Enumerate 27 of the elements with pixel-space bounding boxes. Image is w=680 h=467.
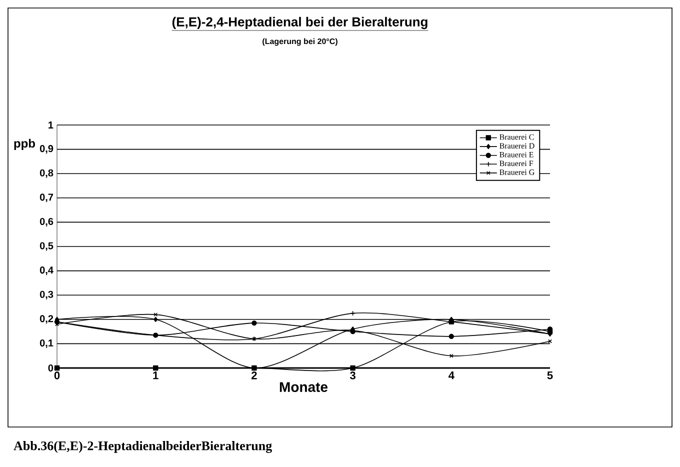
y-tick-label: 0,6 [40,218,54,226]
x-tick-label: 1 [153,372,158,380]
y-tick-label: 0,4 [40,266,54,276]
chart-title: (E,E)-2,4-Heptadienal bei der Bieralterung [172,16,428,30]
y-tick-label: 0,8 [40,169,54,178]
y-tick-label: 0,9 [40,145,54,154]
legend-label: Brauerei E [500,152,534,158]
y-axis-title: ppb [14,138,35,150]
legend-label: Brauerei C [500,134,534,140]
legend-label: Brauerei G [500,170,534,175]
chart-subtitle: (Lagerung bei 20°C) [262,38,338,46]
caption: Abb.36(E,E)-2-HeptadienalbeiderBieralterung [14,441,272,453]
y-tick-label: 0,2 [40,315,54,324]
legend-label: Brauerei F [500,160,534,166]
x-tick-label: 4 [448,372,454,380]
y-tick-label: 0 [48,364,54,372]
y-tick-label: 0,7 [40,194,54,202]
y-tick-label: 0,5 [40,242,54,251]
x-tick-label: 2 [252,372,257,380]
x-tick-label: 5 [547,372,553,380]
y-tick-label: 0,1 [40,339,54,348]
x-axis-title: Monate [280,382,328,392]
y-tick-label: 1 [48,122,54,128]
x-tick-label: 0 [54,372,60,380]
y-tick-label: 0,3 [40,290,54,300]
legend-label: Brauerei D [500,143,534,149]
x-tick-label: 3 [350,372,356,380]
